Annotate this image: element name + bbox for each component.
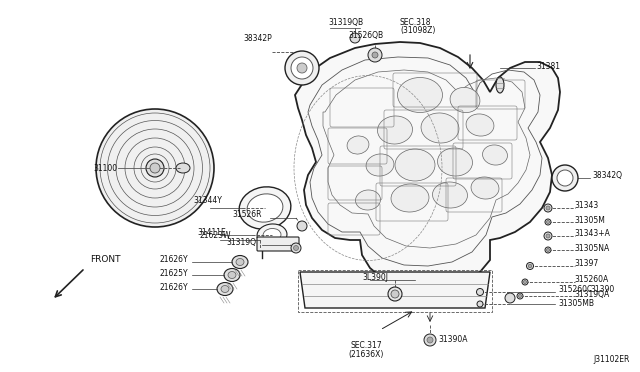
Polygon shape — [300, 272, 490, 308]
Ellipse shape — [438, 148, 472, 176]
Text: 3L390J: 3L390J — [362, 273, 388, 282]
Ellipse shape — [547, 221, 550, 224]
Text: 21626Y: 21626Y — [159, 256, 188, 264]
Ellipse shape — [505, 293, 515, 303]
Text: 21623W: 21623W — [199, 231, 231, 240]
Text: (31098Z): (31098Z) — [400, 26, 435, 35]
Ellipse shape — [450, 87, 480, 113]
Text: 31343+A: 31343+A — [574, 228, 610, 237]
Ellipse shape — [545, 247, 551, 253]
Text: 31319QA: 31319QA — [574, 291, 609, 299]
Text: 31381: 31381 — [536, 61, 560, 71]
Circle shape — [368, 48, 382, 62]
Ellipse shape — [547, 248, 550, 251]
Ellipse shape — [224, 269, 240, 282]
Text: 38342P: 38342P — [244, 33, 273, 42]
Text: 31397: 31397 — [574, 260, 598, 269]
Ellipse shape — [557, 170, 573, 186]
Text: 31305MB: 31305MB — [558, 298, 594, 308]
Ellipse shape — [545, 219, 551, 225]
Circle shape — [350, 33, 360, 43]
Ellipse shape — [291, 57, 313, 79]
Text: 31526QB: 31526QB — [348, 31, 383, 39]
Ellipse shape — [257, 224, 287, 246]
Ellipse shape — [297, 63, 307, 73]
Ellipse shape — [285, 51, 319, 85]
Circle shape — [424, 334, 436, 346]
Text: 315260A: 315260A — [574, 276, 608, 285]
Text: 31319QB: 31319QB — [328, 17, 363, 26]
Ellipse shape — [263, 228, 281, 241]
Ellipse shape — [546, 206, 550, 210]
Ellipse shape — [433, 182, 467, 208]
Ellipse shape — [518, 295, 522, 298]
Ellipse shape — [176, 163, 190, 173]
Text: SEC.317: SEC.317 — [350, 340, 382, 350]
Text: 31100: 31100 — [94, 164, 118, 173]
Circle shape — [427, 337, 433, 343]
Ellipse shape — [391, 290, 399, 298]
Text: 31390: 31390 — [590, 285, 614, 295]
Text: 31305NA: 31305NA — [574, 244, 609, 253]
Text: SEC.318: SEC.318 — [400, 17, 431, 26]
Circle shape — [372, 52, 378, 58]
Ellipse shape — [378, 116, 412, 144]
Ellipse shape — [355, 190, 381, 210]
Ellipse shape — [546, 234, 550, 238]
Ellipse shape — [150, 163, 160, 173]
Text: 38342Q: 38342Q — [592, 170, 622, 180]
Ellipse shape — [247, 194, 283, 222]
Text: 31390A: 31390A — [438, 336, 467, 344]
Text: (21636X): (21636X) — [348, 350, 384, 359]
Ellipse shape — [524, 280, 527, 283]
Ellipse shape — [388, 287, 402, 301]
Circle shape — [297, 221, 307, 231]
Text: 315260C: 315260C — [558, 285, 592, 295]
Text: 31305M: 31305M — [574, 215, 605, 224]
Ellipse shape — [477, 301, 483, 307]
Ellipse shape — [544, 204, 552, 212]
Ellipse shape — [228, 272, 236, 279]
Ellipse shape — [544, 232, 552, 240]
Text: 21626Y: 21626Y — [159, 283, 188, 292]
Ellipse shape — [96, 109, 214, 227]
Ellipse shape — [347, 136, 369, 154]
Ellipse shape — [528, 264, 532, 268]
Text: 31319Q: 31319Q — [226, 237, 256, 247]
Ellipse shape — [517, 293, 523, 299]
Ellipse shape — [496, 77, 504, 93]
Polygon shape — [295, 42, 560, 286]
Ellipse shape — [466, 114, 494, 136]
Ellipse shape — [522, 279, 528, 285]
Text: 31411E: 31411E — [198, 228, 227, 237]
Ellipse shape — [477, 289, 483, 295]
Ellipse shape — [391, 184, 429, 212]
Ellipse shape — [483, 145, 508, 165]
Ellipse shape — [366, 154, 394, 176]
Ellipse shape — [221, 285, 229, 292]
Ellipse shape — [217, 282, 233, 295]
Ellipse shape — [552, 165, 578, 191]
Ellipse shape — [236, 259, 244, 266]
Text: 31526R: 31526R — [232, 209, 262, 218]
Ellipse shape — [421, 113, 459, 143]
Ellipse shape — [527, 263, 534, 269]
Ellipse shape — [397, 77, 442, 112]
Text: 21625Y: 21625Y — [159, 269, 188, 279]
Ellipse shape — [146, 159, 164, 177]
Circle shape — [294, 246, 298, 250]
Text: J31102ER: J31102ER — [594, 356, 630, 365]
Ellipse shape — [232, 256, 248, 269]
Text: FRONT: FRONT — [90, 256, 120, 264]
Ellipse shape — [239, 187, 291, 229]
Ellipse shape — [395, 149, 435, 181]
Ellipse shape — [471, 177, 499, 199]
Circle shape — [291, 243, 301, 253]
Text: 31343: 31343 — [574, 201, 598, 209]
Text: 31344Y: 31344Y — [193, 196, 223, 205]
FancyBboxPatch shape — [257, 237, 299, 251]
